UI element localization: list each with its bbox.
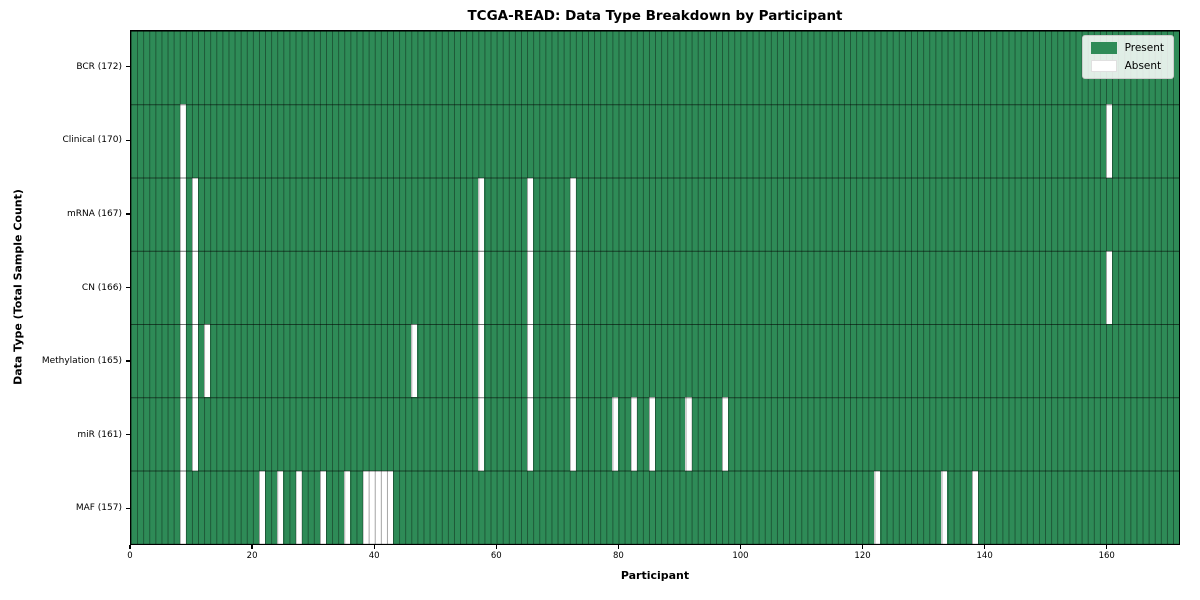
legend: Present Absent	[1081, 35, 1174, 79]
absent-cell	[648, 397, 655, 471]
heatmap-row-mir	[131, 397, 1179, 471]
absent-cell	[941, 470, 948, 544]
absent-cell	[386, 470, 393, 544]
x-tick-mark	[1106, 545, 1108, 549]
absent-cell	[179, 177, 186, 251]
y-tick-mark	[126, 213, 130, 215]
x-tick-label: 100	[732, 551, 749, 561]
absent-cell	[277, 470, 284, 544]
y-tick-mark	[126, 360, 130, 362]
y-tick-label: miR (161)	[77, 429, 122, 440]
absent-cell	[258, 470, 266, 544]
absent-cell	[411, 324, 418, 398]
x-tick-mark	[861, 545, 864, 549]
absent-cell	[478, 397, 485, 471]
absent-cell	[478, 324, 485, 398]
absent-cell	[612, 397, 619, 471]
absent-cell	[344, 470, 351, 544]
absent-cell	[722, 397, 729, 471]
absent-cell	[179, 397, 186, 471]
y-tick-mark	[126, 139, 130, 141]
y-axis: BCR (172) Clinical (170) mRNA (167) CN (166…	[0, 30, 130, 545]
y-tick-label: Methylation (165)	[41, 356, 122, 367]
x-tick-label: 80	[612, 551, 624, 561]
absent-cell	[569, 177, 576, 251]
heatmap-row-methylation	[131, 324, 1179, 398]
absent-cell	[179, 470, 186, 544]
heatmap-row-mrna	[131, 177, 1179, 251]
legend-item-absent: Absent	[1090, 60, 1164, 72]
absent-cell	[685, 397, 692, 471]
absent-cell	[569, 250, 576, 325]
x-tick-label: 160	[1098, 551, 1115, 561]
absent-swatch-icon	[1090, 60, 1117, 72]
absent-cell	[295, 470, 302, 544]
heatmap-rows	[131, 31, 1179, 544]
absent-cell	[527, 177, 534, 251]
x-tick-label: 120	[854, 551, 871, 561]
y-tick-mark	[126, 507, 130, 509]
legend-label-absent: Absent	[1124, 60, 1162, 72]
chart-title: TCGA-READ: Data Type Breakdown by Partic…	[467, 8, 843, 24]
x-tick-mark	[984, 545, 986, 549]
x-axis: 0 20 40 60 80 100 120 140 160	[127, 545, 1180, 575]
x-tick-mark	[373, 545, 375, 549]
absent-cell	[319, 470, 326, 544]
x-tick-label: 60	[490, 551, 502, 561]
y-tick-label: MAF (157)	[75, 503, 122, 514]
x-tick-mark	[495, 545, 497, 549]
x-tick-mark	[739, 545, 742, 549]
absent-cell	[179, 250, 186, 325]
absent-cell	[527, 250, 534, 325]
present-swatch-icon	[1090, 42, 1117, 54]
x-tick-mark	[251, 545, 253, 549]
x-tick-label: 0	[127, 551, 133, 561]
absent-cell	[478, 250, 485, 325]
absent-cell	[569, 324, 576, 398]
absent-cell	[1105, 104, 1112, 178]
absent-cell	[630, 397, 637, 471]
heatmap-row-clinical	[131, 104, 1179, 178]
x-axis-title: Participant	[620, 569, 690, 582]
x-tick-mark	[129, 545, 131, 549]
absent-cell	[478, 177, 485, 251]
x-tick-label: 20	[246, 551, 258, 561]
absent-cell	[1105, 250, 1112, 325]
absent-cell	[569, 397, 576, 471]
x-tick-label: 140	[976, 551, 993, 561]
plot-area: Present Absent	[130, 30, 1180, 545]
y-tick-label: Clinical (170)	[62, 135, 122, 146]
absent-cell	[191, 324, 198, 398]
absent-cell	[191, 397, 198, 471]
y-tick-mark	[126, 434, 130, 436]
y-tick-label: CN (166)	[81, 282, 122, 293]
x-tick-mark	[617, 545, 619, 549]
heatmap-row-cn	[131, 250, 1179, 325]
absent-cell	[179, 104, 186, 178]
absent-cell	[874, 470, 881, 544]
y-tick-mark	[126, 286, 130, 289]
absent-cell	[191, 250, 198, 325]
legend-item-present: Present	[1090, 42, 1164, 54]
y-tick-label: mRNA (167)	[67, 208, 122, 219]
y-tick-label: BCR (172)	[76, 61, 122, 72]
absent-cell	[971, 470, 978, 544]
absent-cell	[527, 324, 534, 398]
absent-cell	[204, 324, 211, 398]
heatmap-row-bcr	[131, 31, 1179, 105]
absent-cell	[191, 177, 198, 251]
x-tick-label: 40	[368, 551, 380, 561]
absent-cell	[527, 397, 534, 471]
legend-label-present: Present	[1124, 42, 1164, 54]
y-tick-mark	[126, 66, 130, 68]
heatmap-row-maf	[131, 470, 1179, 544]
absent-cell	[179, 324, 186, 398]
